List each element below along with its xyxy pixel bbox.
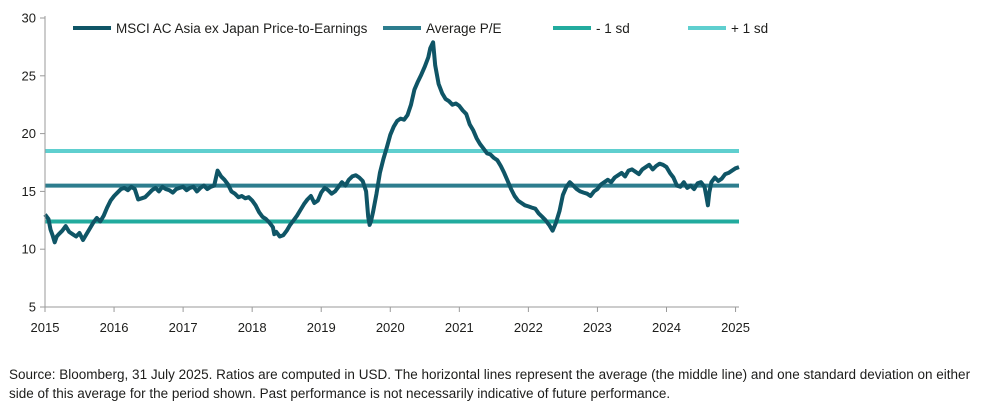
legend-item-plus-1sd: + 1 sd bbox=[688, 21, 768, 36]
x-tick-label: 2021 bbox=[445, 320, 474, 335]
legend-label: + 1 sd bbox=[731, 21, 768, 36]
y-tick-label: 5 bbox=[29, 300, 36, 315]
y-tick-label: 15 bbox=[22, 184, 36, 199]
x-tick-label: 2017 bbox=[169, 320, 198, 335]
y-tick-label: 20 bbox=[22, 126, 36, 141]
legend-item-average: Average P/E bbox=[383, 21, 502, 36]
legend: MSCI AC Asia ex Japan Price-to-Earnings A… bbox=[73, 21, 768, 36]
pe-series-line bbox=[43, 40, 740, 245]
legend-label: Average P/E bbox=[426, 21, 502, 36]
x-tick-label: 2023 bbox=[583, 320, 612, 335]
y-tick-label: 10 bbox=[22, 242, 36, 257]
y-tick-label: 25 bbox=[22, 68, 36, 83]
x-tick-label: 2020 bbox=[376, 320, 405, 335]
x-tick-label: 2024 bbox=[652, 320, 681, 335]
x-tick-label: 2018 bbox=[238, 320, 267, 335]
legend-label: - 1 sd bbox=[596, 21, 630, 36]
x-tick-label: 2019 bbox=[307, 320, 336, 335]
legend-item-minus-1sd: - 1 sd bbox=[553, 21, 630, 36]
x-tick-label: 2025 bbox=[721, 320, 750, 335]
y-tick-label: 30 bbox=[22, 11, 36, 26]
x-tick-label: 2016 bbox=[100, 320, 129, 335]
x-tick-label: 2015 bbox=[31, 320, 60, 335]
legend-label: MSCI AC Asia ex Japan Price-to-Earnings bbox=[116, 21, 368, 36]
x-tick-label: 2022 bbox=[514, 320, 543, 335]
legend-item-pe: MSCI AC Asia ex Japan Price-to-Earnings bbox=[73, 21, 368, 36]
source-note: Source: Bloomberg, 31 July 2025. Ratios … bbox=[9, 367, 971, 401]
